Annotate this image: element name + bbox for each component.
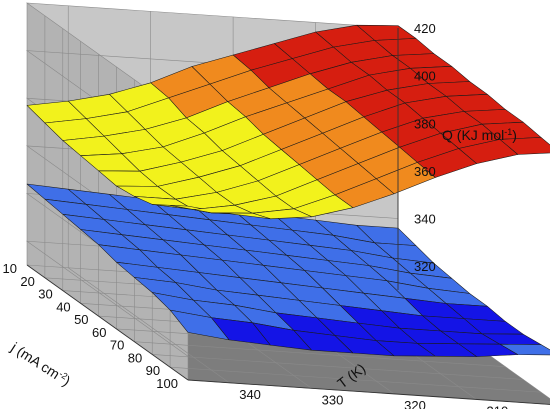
j-tick-label: 40 — [56, 299, 70, 314]
j-tick-label: 100 — [156, 376, 178, 391]
axis-lines — [26, 28, 550, 405]
T-tick-label: 310 — [487, 403, 509, 409]
j-tick-label: 70 — [110, 338, 124, 353]
T-tick-label: 330 — [322, 392, 344, 407]
z-tick-label: 400 — [414, 69, 436, 84]
surface-upper-cell — [211, 212, 271, 220]
z-tick-label: 360 — [414, 164, 436, 179]
T-tick-label: 320 — [404, 398, 426, 409]
z-tick-label: 320 — [414, 259, 436, 274]
surface-upper — [26, 24, 550, 220]
z-axis-label: Q (KJ mol-1) — [442, 127, 517, 143]
z-tick-label: 380 — [414, 116, 436, 131]
T-tick-label: 340 — [239, 387, 261, 402]
j-tick-label: 90 — [146, 363, 160, 378]
T-floor-grid-line — [68, 267, 230, 384]
j-tick-label: 20 — [20, 274, 34, 289]
T-axis-line — [187, 379, 550, 405]
j-floor-grid-line — [152, 354, 524, 380]
j-floor-grid-line — [134, 341, 506, 367]
x-axis-label: j (mA cm-2) — [8, 339, 74, 390]
j-tick-label: 30 — [38, 287, 52, 302]
j-tick-label: 50 — [74, 312, 88, 327]
z-tick-label: 420 — [414, 21, 436, 36]
surface-lower — [26, 183, 550, 357]
j-tick-label: 60 — [92, 325, 106, 340]
z-tick-label: 340 — [414, 212, 436, 227]
j-floor-grid-line — [170, 366, 542, 393]
j-tick-label: 10 — [3, 261, 17, 276]
j-axis-line — [26, 264, 189, 381]
j-tick-label: 80 — [128, 350, 142, 365]
surface-lower-cell — [417, 343, 477, 357]
